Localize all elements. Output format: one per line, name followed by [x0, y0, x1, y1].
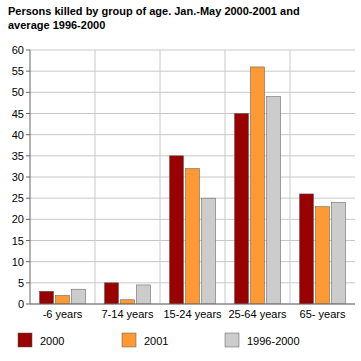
- separator: [225, 50, 226, 304]
- bar: [105, 283, 119, 304]
- bars: [40, 67, 346, 304]
- separator: [95, 50, 96, 304]
- tick: [26, 198, 30, 199]
- tick-label: 20: [12, 213, 24, 225]
- tick-label: 5: [18, 277, 24, 289]
- tick-label: 50: [12, 86, 24, 98]
- category-label: 7-14 years: [102, 308, 154, 320]
- chart: 0 5 10 15 20 25 30 35 40 45 50 55 60 -6 years 7-14 yea…: [0, 0, 361, 361]
- bar: [137, 285, 151, 304]
- grid-line: [30, 113, 355, 114]
- plot-area: [30, 50, 355, 304]
- tick-label: 60: [12, 44, 24, 56]
- bar: [251, 67, 265, 304]
- separator: [160, 50, 161, 304]
- tick-label: 10: [12, 256, 24, 268]
- bar: [121, 300, 135, 304]
- legend-swatch: [18, 333, 32, 347]
- bar: [300, 194, 314, 304]
- tick-label: 45: [12, 108, 24, 120]
- category-label: 65- years: [300, 308, 346, 320]
- separator: [290, 50, 291, 304]
- legend-label: 2001: [144, 335, 168, 347]
- bar: [72, 289, 86, 304]
- tick-label: 30: [12, 171, 24, 183]
- bar: [316, 207, 330, 304]
- grid-line: [30, 304, 355, 305]
- legend-label: 1996-2000: [247, 335, 300, 347]
- bar: [332, 202, 346, 304]
- category-label: 25-64 years: [228, 308, 287, 320]
- tick-label: 55: [12, 65, 24, 77]
- tick-label: 40: [12, 129, 24, 141]
- title: Persons killed by group of age. Jan.-May…: [8, 4, 308, 32]
- category-label: -6 years: [43, 308, 83, 320]
- tick-label: 15: [12, 235, 24, 247]
- legend-label: 2000: [40, 335, 64, 347]
- bar: [56, 296, 70, 304]
- grid-line: [30, 155, 355, 156]
- grid-line: [30, 71, 355, 72]
- bar: [186, 169, 200, 304]
- x-axis: [30, 304, 355, 305]
- tick: [26, 71, 30, 72]
- tick: [26, 177, 30, 178]
- grid-line: [30, 92, 355, 93]
- tick: [26, 304, 30, 305]
- tick: [26, 134, 30, 135]
- tick: [26, 113, 30, 114]
- grid-line: [30, 50, 355, 51]
- bar: [40, 291, 54, 304]
- tick-label: 35: [12, 150, 24, 162]
- y-axis: [30, 50, 31, 304]
- legend-swatch: [225, 333, 239, 347]
- tick: [26, 219, 30, 220]
- tick: [26, 240, 30, 241]
- tick: [26, 261, 30, 262]
- bar: [235, 114, 249, 305]
- bar: [170, 156, 184, 304]
- tick: [26, 282, 30, 283]
- bar: [202, 198, 216, 304]
- tick: [26, 155, 30, 156]
- tick: [26, 92, 30, 93]
- legend-swatch: [122, 333, 136, 347]
- tick-label: 25: [12, 192, 24, 204]
- tick-label: 0: [18, 298, 24, 310]
- tick: [26, 50, 30, 51]
- grid-line: [30, 134, 355, 135]
- category-label: 15-24 years: [163, 308, 222, 320]
- bar: [267, 97, 281, 304]
